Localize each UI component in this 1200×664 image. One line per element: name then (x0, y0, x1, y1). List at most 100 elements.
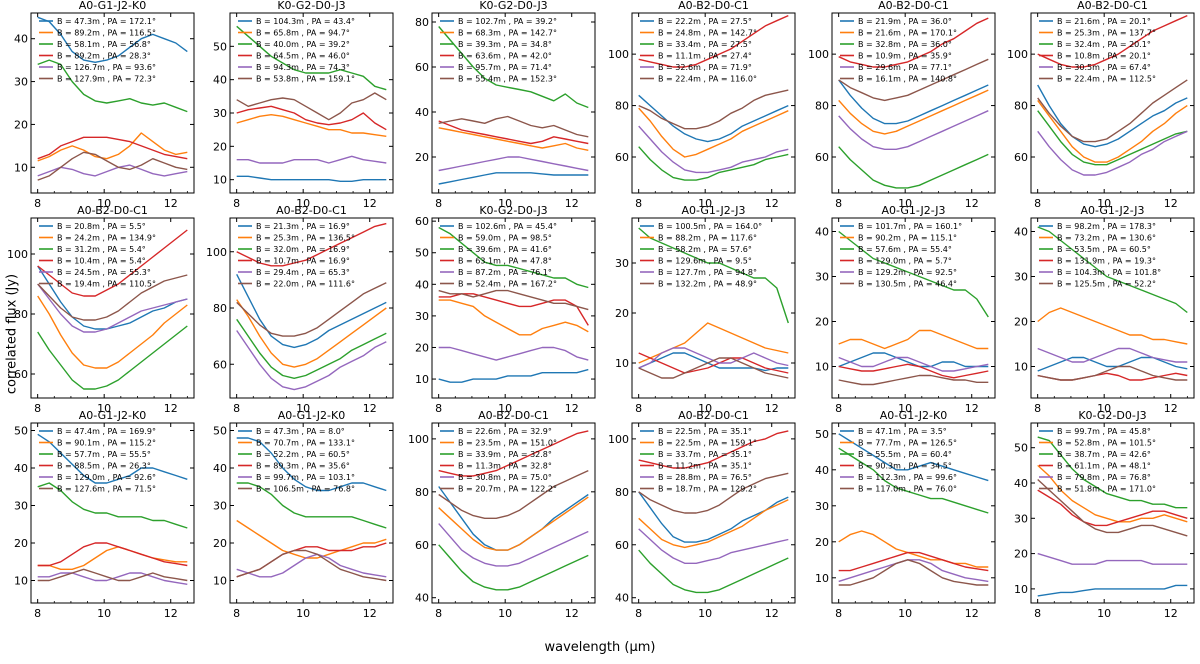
legend-entry: B = 65.8m , PA = 94.7° (256, 29, 350, 38)
subplot-2: K0-G2-D0-J3 B = 104.3m , PA = 43.4° B = 65… (213, 0, 394, 210)
legend-entry: B = 33.4m , PA = 27.5° (658, 40, 752, 49)
y-tick-label: 30 (1014, 271, 1028, 284)
series-line (37, 542, 188, 567)
x-tick-label: 12 (765, 197, 779, 210)
series-line (838, 17, 989, 68)
legend-entry: B = 22.4m , PA = 112.5° (1057, 75, 1156, 84)
subplot-title: K0-G2-D0-J3 (277, 0, 345, 12)
legend-entry: B = 22.5m , PA = 159.1° (658, 439, 757, 448)
x-tick-label: 10 (498, 402, 512, 415)
series-group (838, 17, 989, 189)
subplot-12: A0-G1-J2-J3 B = 98.2m , PA = 178.3° B = 73… (1014, 204, 1195, 415)
legend: B = 21.9m , PA = 36.0° B = 21.6m , PA = 1… (840, 17, 957, 84)
y-tick-label: 10 (615, 357, 629, 370)
series-line (838, 433, 989, 482)
y-tick-label: 80 (415, 486, 429, 499)
series-line (438, 486, 589, 551)
x-tick-label: 8 (835, 197, 842, 210)
legend-entry: B = 38.7m , PA = 42.6° (1057, 450, 1151, 459)
series-line (1037, 79, 1188, 143)
series-line (438, 368, 589, 383)
x-tick-label: 10 (898, 197, 912, 210)
legend-entry: B = 127.9m , PA = 72.3° (57, 75, 156, 84)
legend-entry: B = 104.3m , PA = 43.4° (256, 17, 355, 26)
subplot-4: A0-B2-D0-C1 B = 22.2m , PA = 27.5° B = 24.… (608, 0, 796, 210)
y-tick-label: 10 (14, 575, 28, 588)
series-line (236, 553, 387, 578)
series-line (236, 222, 387, 267)
legend-entry: B = 98.2m , PA = 178.3° (1057, 222, 1156, 231)
legend-entry: B = 21.6m , PA = 20.1° (1057, 17, 1151, 26)
subplot-title: A0-B2-D0-C1 (1077, 0, 1148, 12)
legend-entry: B = 59.0m , PA = 98.5° (458, 234, 552, 243)
subplot-11: A0-G1-J2-J3 B = 101.7m , PA = 160.1° B = 9… (815, 204, 996, 415)
y-tick-label: 60 (14, 368, 28, 381)
y-tick-label: 40 (1014, 477, 1028, 490)
legend-entry: B = 29.4m , PA = 65.3° (256, 268, 350, 277)
series-line (1037, 584, 1188, 597)
x-tick-label: 8 (233, 402, 240, 415)
subplot-title: A0-G1-J2-J3 (1080, 204, 1144, 217)
series-line (1037, 14, 1188, 68)
legend: B = 104.3m , PA = 43.4° B = 65.8m , PA = … (238, 17, 355, 84)
x-tick-label: 12 (1164, 402, 1178, 415)
y-tick-label: 40 (615, 592, 629, 605)
series-line (638, 549, 789, 594)
subplot-title: A0-B2-D0-C1 (678, 409, 749, 422)
legend-entry: B = 10.9m , PA = 35.9° (858, 52, 952, 61)
series-line (37, 59, 188, 113)
y-tick-label: 40 (815, 464, 829, 477)
y-tick-label: 100 (608, 433, 629, 446)
legend: B = 22.6m , PA = 32.9° B = 23.5m , PA = 1… (440, 427, 557, 494)
series-line (1037, 99, 1188, 163)
legend-entry: B = 101.7m , PA = 160.1° (858, 222, 962, 231)
subplot-1: A0-G1-J2-K0 B = 47.3m , PA = 172.1° B = 89… (14, 0, 195, 210)
legend-entry: B = 52.8m , PA = 101.5° (1057, 439, 1156, 448)
legend: B = 47.3m , PA = 8.0° B = 70.7m , PA = 13… (238, 427, 355, 494)
legend: B = 101.7m , PA = 160.1° B = 90.2m , PA =… (840, 222, 962, 289)
legend-entry: B = 55.5m , PA = 60.4° (858, 450, 952, 459)
series-line (638, 472, 789, 514)
legend-entry: B = 102.6m , PA = 45.4° (458, 222, 557, 231)
y-tick-label: 20 (815, 536, 829, 549)
legend: B = 21.3m , PA = 16.9° B = 25.3m , PA = 1… (238, 222, 355, 289)
legend-entry: B = 95.7m , PA = 71.4° (458, 63, 552, 72)
subplot-10: A0-G1-J2-J3 B = 100.5m , PA = 164.0° B = 8… (615, 204, 796, 415)
series-line (236, 105, 387, 131)
legend-entry: B = 31.2m , PA = 5.4° (57, 245, 146, 254)
series-group (37, 229, 188, 390)
x-tick-label: 8 (1034, 402, 1041, 415)
series-line (638, 94, 789, 143)
y-tick-label: 100 (7, 248, 28, 261)
y-tick-label: 20 (1014, 316, 1028, 329)
series-line (838, 374, 989, 386)
legend-entry: B = 89.3m , PA = 35.6° (256, 462, 350, 471)
series-line (838, 146, 989, 189)
y-tick-label: 60 (213, 358, 227, 371)
y-tick-label: 30 (615, 257, 629, 270)
series-line (37, 16, 188, 63)
legend: B = 22.5m , PA = 35.1° B = 22.5m , PA = 1… (640, 427, 757, 494)
series-line (1037, 130, 1188, 176)
legend-entry: B = 10.4m , PA = 5.4° (57, 257, 146, 266)
x-tick-label: 8 (435, 402, 442, 415)
legend: B = 102.6m , PA = 45.4° B = 59.0m , PA = … (440, 222, 557, 289)
legend-entry: B = 24.8m , PA = 142.7° (658, 29, 757, 38)
series-group (638, 227, 789, 379)
y-tick-label: 10 (1014, 361, 1028, 374)
subplot-title: K0-G2-D0-J3 (479, 0, 547, 12)
subplot-6: A0-B2-D0-C1 B = 21.6m , PA = 20.1° B = 25.… (1007, 0, 1195, 210)
axes-frame (229, 422, 394, 604)
y-tick-label: 100 (1007, 48, 1028, 61)
legend-entry: B = 53.8m , PA = 159.1° (256, 75, 355, 84)
legend-entry: B = 16.1m , PA = 140.8° (858, 75, 957, 84)
x-tick-label: 10 (97, 197, 111, 210)
y-tick-label: 20 (415, 151, 429, 164)
subplot-3: K0-G2-D0-J3 B = 102.7m , PA = 39.2° B = 68… (415, 0, 596, 210)
series-line (838, 559, 989, 586)
series-line (638, 491, 789, 543)
x-tick-label: 10 (1097, 402, 1111, 415)
series-line (236, 330, 387, 391)
series-line (37, 546, 188, 570)
subplot-17: A0-G1-J2-K0 B = 47.1m , PA = 3.5° B = 77.7… (815, 409, 996, 620)
